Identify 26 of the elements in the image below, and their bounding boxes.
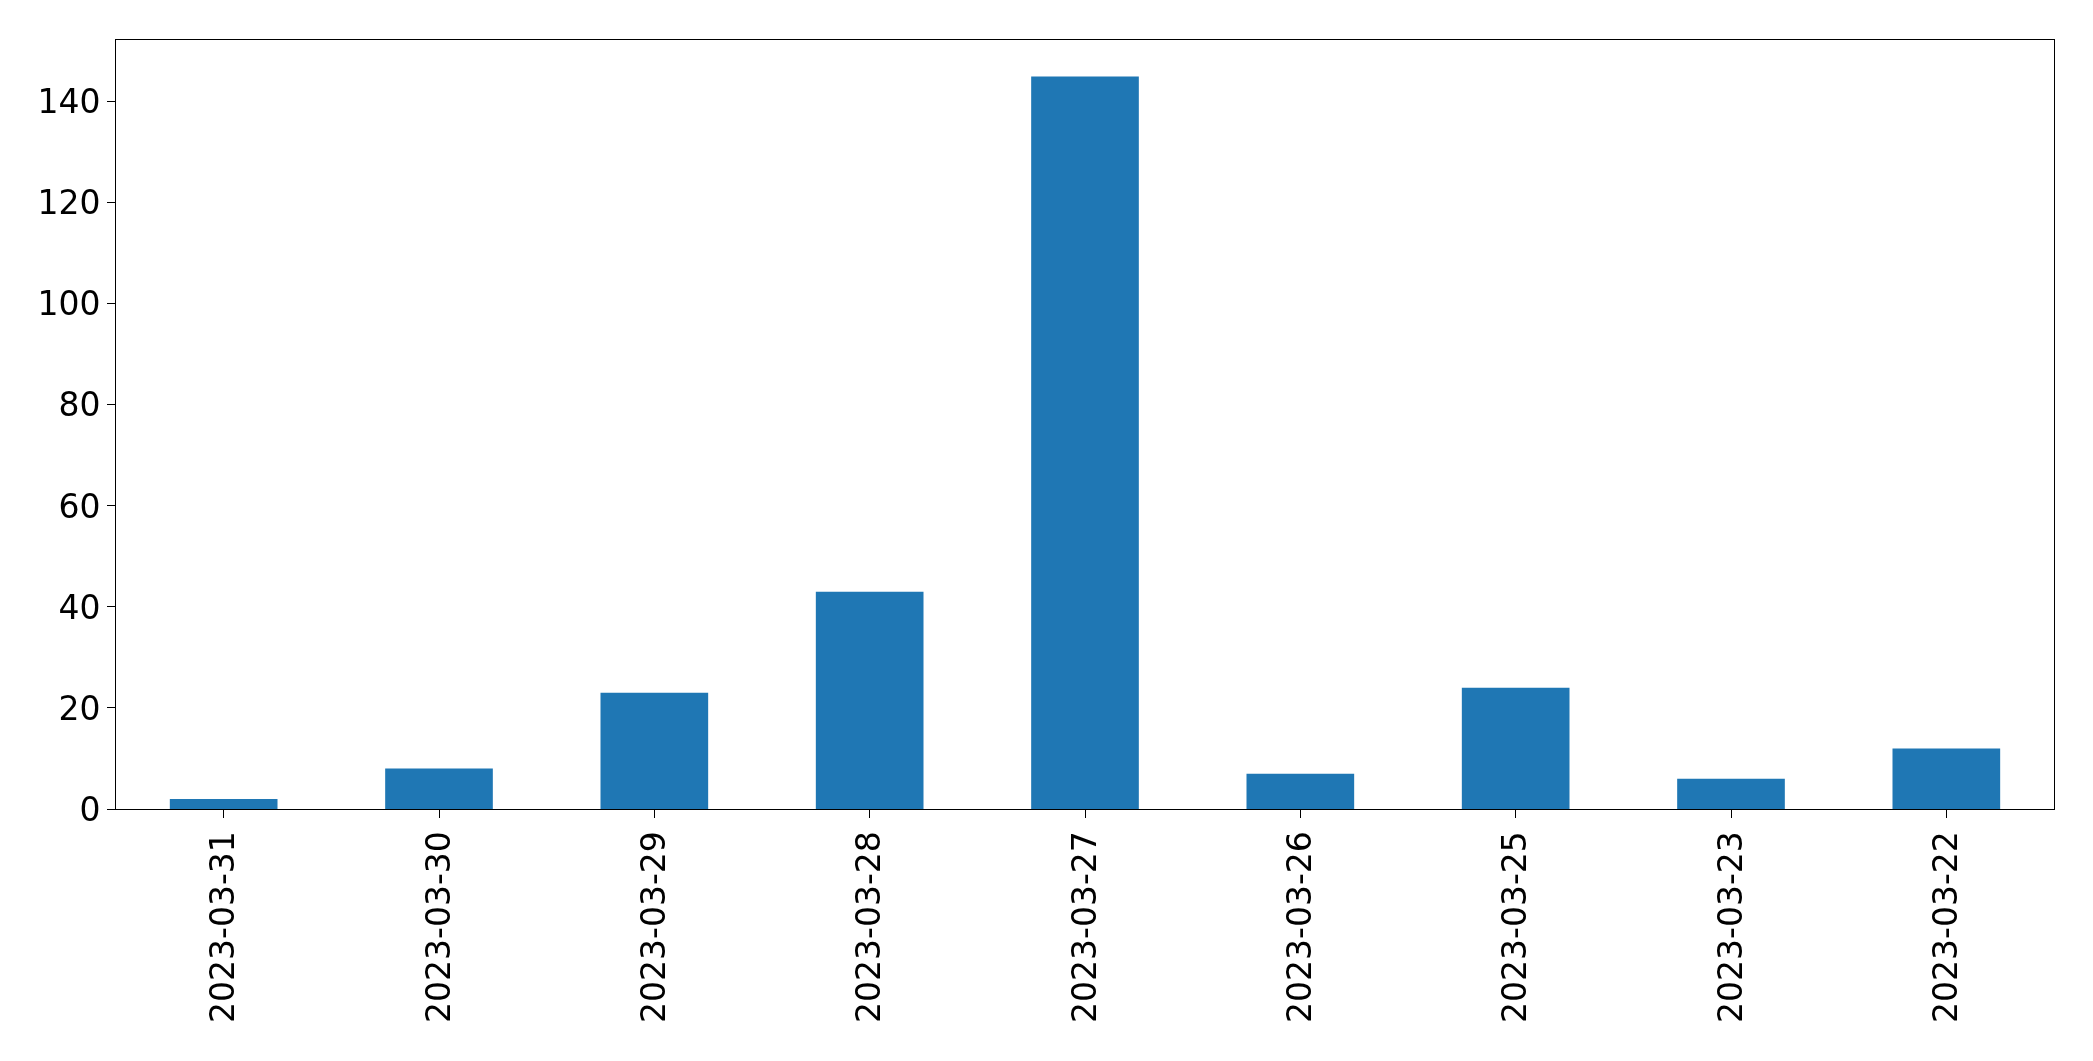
bar xyxy=(600,692,709,809)
y-tick-label: 80 xyxy=(58,385,101,425)
x-tick-label: 2023-03-29 xyxy=(634,831,674,1023)
x-tick-label: 2023-03-31 xyxy=(203,831,243,1023)
bar xyxy=(1246,773,1355,809)
x-tick-label: 2023-03-22 xyxy=(1926,831,1966,1023)
bar xyxy=(385,768,493,809)
x-tick-label: 2023-03-30 xyxy=(418,831,458,1023)
y-tick-label: 60 xyxy=(58,486,101,526)
x-tick-label: 2023-03-28 xyxy=(849,831,889,1023)
y-tick-label: 40 xyxy=(58,587,101,627)
bar xyxy=(815,591,924,809)
x-tick-label: 2023-03-25 xyxy=(1495,831,1535,1023)
bar xyxy=(169,798,278,809)
y-tick-label: 20 xyxy=(58,688,101,728)
y-tick-label: 0 xyxy=(79,789,101,829)
y-tick-label: 140 xyxy=(37,82,101,122)
y-tick-label: 120 xyxy=(37,183,101,223)
bar xyxy=(1031,76,1139,809)
bar xyxy=(1892,748,2001,809)
y-tick-label: 100 xyxy=(37,284,101,324)
bar xyxy=(1677,778,1785,809)
bar xyxy=(1461,687,1570,809)
x-tick-label: 2023-03-26 xyxy=(1280,831,1320,1023)
x-tick-label: 2023-03-27 xyxy=(1064,831,1104,1023)
x-tick-label: 2023-03-23 xyxy=(1710,831,1750,1023)
